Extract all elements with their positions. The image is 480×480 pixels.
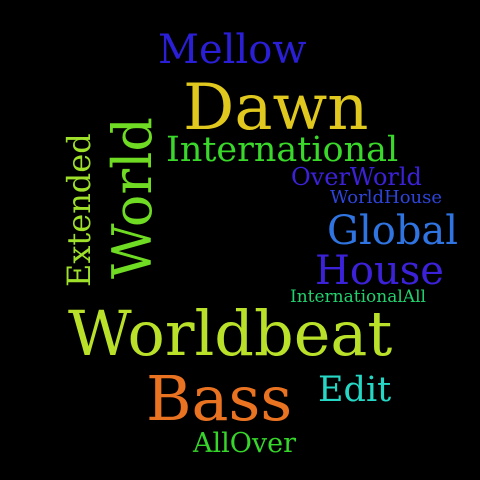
- word-extended: Extended: [60, 133, 98, 287]
- word-global: Global: [327, 208, 459, 254]
- word-overworld: OverWorld: [291, 163, 422, 191]
- word-internationalall: InternationalAll: [290, 287, 426, 307]
- word-worldbeat: Worldbeat: [68, 297, 393, 370]
- word-edit: Edit: [318, 370, 392, 410]
- word-world: World: [101, 117, 164, 279]
- word-bass: Bass: [146, 362, 293, 435]
- word-worldhouse: WorldHouse: [330, 187, 443, 208]
- word-international: International: [166, 130, 399, 170]
- word-house: House: [315, 248, 444, 294]
- word-mellow: Mellow: [158, 27, 307, 73]
- word-dawn: Dawn: [183, 71, 369, 145]
- word-allover: AllOver: [193, 428, 297, 459]
